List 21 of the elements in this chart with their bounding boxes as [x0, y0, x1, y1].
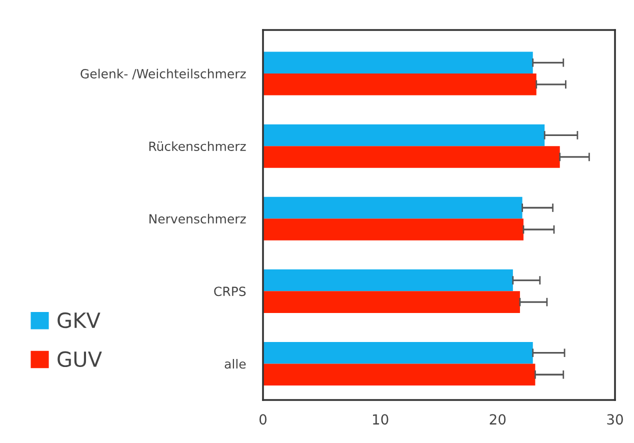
bar — [263, 74, 536, 96]
y-tick-label: Gelenk- /Weichteilschmerz — [80, 68, 246, 80]
bar — [263, 146, 560, 168]
bar — [263, 218, 524, 240]
bar — [263, 364, 536, 386]
bar — [263, 196, 522, 219]
bar — [263, 52, 533, 74]
y-tick-label: CRPS — [214, 286, 246, 296]
legend-label: GUV — [58, 351, 102, 368]
x-tick-label: 30 — [607, 414, 623, 425]
bar — [263, 342, 533, 364]
legend-label: GKV — [58, 312, 100, 328]
bar — [263, 124, 545, 146]
y-tick-label: Rückenschmerz — [149, 141, 246, 152]
x-tick-label: 0 — [259, 414, 266, 425]
bar — [263, 269, 513, 292]
y-tick-label: Nervenschmerz — [149, 214, 246, 224]
y-tick-label: alle — [224, 358, 246, 369]
bar — [263, 291, 520, 313]
x-tick-label: 10 — [373, 414, 388, 425]
x-tick-label: 20 — [490, 414, 506, 425]
